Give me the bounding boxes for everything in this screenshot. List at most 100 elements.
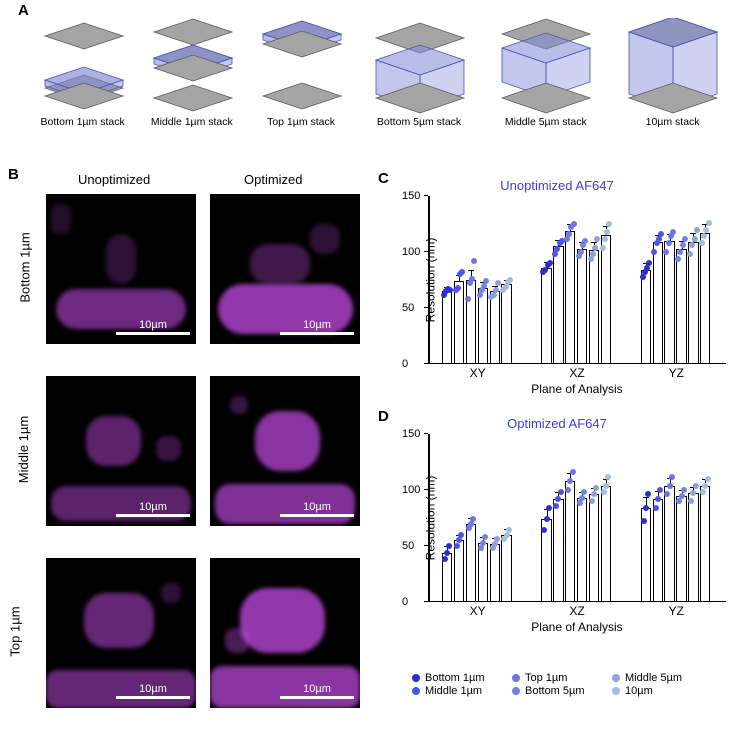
panel-b-micrographs: B Unoptimized Optimized 10µm 10µm 10µm 10µm… (6, 166, 368, 730)
bar (589, 494, 599, 602)
group-label: XZ (569, 604, 584, 618)
data-point (446, 543, 452, 549)
data-point (658, 231, 664, 237)
stack-diagram-4: Middle 5µm stack (482, 18, 609, 158)
bar (676, 249, 686, 364)
scale-bar: 10µm (116, 684, 190, 702)
stack-label-1: Middle 1µm stack (137, 116, 246, 128)
data-point (646, 260, 652, 266)
bar (490, 291, 500, 364)
data-point (478, 545, 484, 551)
data-point (606, 221, 612, 227)
scale-text: 10µm (303, 684, 331, 695)
data-point (506, 527, 512, 533)
scale-bar: 10µm (280, 502, 354, 520)
y-tick: 50 (402, 302, 414, 314)
legend-item: Middle 1µm (412, 685, 504, 697)
data-point (703, 227, 709, 233)
bar (454, 281, 464, 364)
col-label-optimized: Optimized (244, 172, 303, 187)
legend-item: Top 1µm (512, 672, 604, 684)
scale-text: 10µm (139, 320, 167, 331)
data-point (570, 469, 576, 475)
data-point (692, 236, 698, 242)
data-point (456, 537, 462, 543)
micrograph-0-0: 10µm (46, 194, 196, 344)
legend-label: Bottom 1µm (425, 672, 485, 684)
data-point (571, 221, 577, 227)
data-point (705, 476, 711, 482)
bar (454, 540, 464, 602)
stack-diagram-row: Bottom 1µm stackMiddle 1µm stackTop 1µm … (28, 18, 736, 118)
bar (700, 233, 710, 364)
data-point (555, 496, 561, 502)
data-point (651, 249, 657, 255)
scale-text: 10µm (303, 320, 331, 331)
group-label: YZ (669, 366, 684, 380)
stack-label-3: Bottom 5µm stack (356, 116, 483, 128)
group-label: YZ (669, 604, 684, 618)
data-point (547, 260, 553, 266)
bar (664, 486, 674, 602)
bar (541, 268, 551, 364)
bar (466, 280, 476, 364)
data-point (577, 500, 583, 506)
data-point (544, 516, 550, 522)
data-point (687, 251, 693, 257)
chart-c-title: Unoptimized AF647 (378, 178, 736, 193)
data-point (470, 516, 476, 522)
data-point (507, 277, 513, 283)
data-point (541, 527, 547, 533)
chart-c-area: Resolution (nm) Plane of Analysis 050100… (428, 196, 726, 364)
data-point (690, 490, 696, 496)
data-point (688, 498, 694, 504)
bar (501, 284, 511, 364)
data-point (689, 242, 695, 248)
bar (478, 288, 488, 364)
bar (501, 535, 511, 602)
row-label-bottom: Bottom 1µm (18, 232, 33, 302)
stack-diagram-3: Bottom 5µm stack (356, 18, 483, 158)
bar (676, 496, 686, 602)
data-point (643, 505, 649, 511)
data-point (602, 236, 608, 242)
data-point (682, 236, 688, 242)
data-point (701, 233, 707, 239)
data-point (681, 487, 687, 493)
legend-item: 10µm (612, 685, 704, 697)
data-point (667, 483, 673, 489)
legend-label: Middle 5µm (625, 672, 682, 684)
data-point (664, 491, 670, 497)
data-point (601, 489, 607, 495)
data-point (590, 251, 596, 257)
scale-bar: 10µm (280, 320, 354, 338)
micrograph-2-0: 10µm (46, 558, 196, 708)
data-point (469, 276, 475, 282)
bar (442, 291, 452, 364)
bar (688, 242, 698, 364)
data-point (554, 246, 560, 252)
y-tick: 0 (402, 596, 408, 608)
micrograph-1-1: 10µm (210, 376, 360, 526)
group-label: XZ (569, 366, 584, 380)
row-label-top: Top 1µm (8, 606, 23, 656)
stack-diagram-1: Middle 1µm stack (137, 18, 246, 158)
legend-label: Middle 1µm (425, 685, 482, 697)
data-point (680, 242, 686, 248)
col-label-unoptimized: Unoptimized (78, 172, 150, 187)
legend-item: Bottom 1µm (412, 672, 504, 684)
panel-b-letter: B (8, 166, 19, 183)
data-point (675, 256, 681, 262)
data-point (591, 491, 597, 497)
bar (601, 235, 611, 364)
data-point (579, 495, 585, 501)
data-point (471, 258, 477, 264)
data-point (593, 485, 599, 491)
data-point (655, 496, 661, 502)
panel-a-letter: A (18, 2, 29, 19)
bar (478, 543, 488, 602)
data-point (482, 534, 488, 540)
data-point (669, 474, 675, 480)
bar (466, 524, 476, 602)
data-point (603, 483, 609, 489)
